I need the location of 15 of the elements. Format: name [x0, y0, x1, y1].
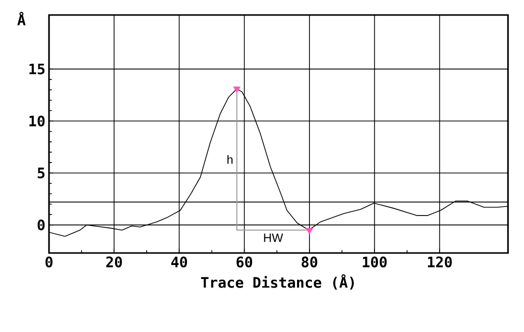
y-tick-label: 5	[38, 168, 44, 178]
x-tick-label: 20	[106, 256, 122, 268]
y-axis-title: Å	[17, 12, 26, 26]
y-tick-label: 0	[38, 220, 45, 230]
annotation: HW	[264, 234, 284, 242]
y-tick-label: 15	[29, 64, 44, 74]
x-tick-label: 60	[236, 256, 252, 268]
x-axis-title: Trace Distance (Å)	[201, 274, 354, 290]
x-tick-label: 120	[428, 256, 452, 268]
x-tick-label: 100	[362, 256, 387, 268]
annotation: h	[227, 155, 233, 164]
x-tick-label: 80	[302, 256, 318, 268]
x-tick-label: 40	[171, 256, 188, 268]
y-tick-label: 10	[29, 116, 45, 126]
x-tick-label: 0	[46, 256, 52, 268]
